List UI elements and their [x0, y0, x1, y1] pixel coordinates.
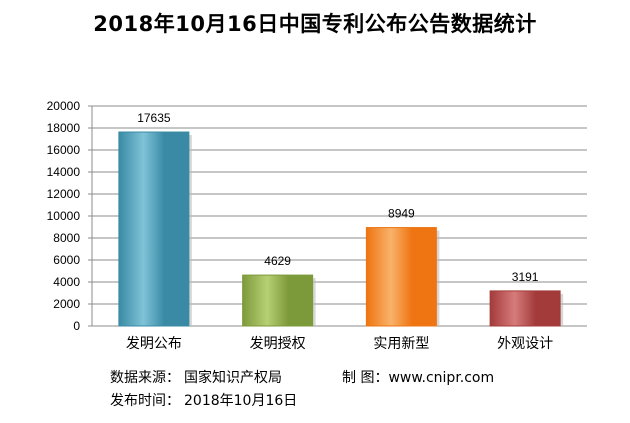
y-tick-label: 6000: [53, 253, 80, 267]
y-tick-label: 12000: [47, 187, 81, 201]
bar-layer: [118, 131, 564, 327]
date-label: 发布时间：: [110, 393, 180, 409]
x-tick-label: 发明公布: [126, 336, 182, 352]
data-label: 3191: [512, 270, 539, 284]
y-tick-label: 10000: [47, 209, 81, 223]
credit-value: www.cnipr.com: [388, 370, 495, 386]
source-value: 国家知识产权局: [184, 370, 282, 386]
bar: [118, 131, 190, 327]
y-tick-label: 4000: [53, 275, 80, 289]
x-tick-label: 发明授权: [250, 336, 306, 352]
y-tick-label: 2000: [53, 297, 80, 311]
x-tick-label: 实用新型: [373, 336, 429, 352]
y-tick-label: 14000: [47, 165, 81, 179]
bar: [365, 227, 437, 327]
date-value: 2018年10月16日: [184, 393, 298, 409]
y-tick-label: 20000: [47, 99, 81, 113]
credit-line: 制 图：www.cnipr.com: [342, 367, 494, 387]
label-layer: 17635 发明公布 4629 发明授权 8949 实用新型 3191 外观设计: [126, 111, 553, 352]
source-label: 数据来源：: [110, 370, 180, 386]
data-label: 8949: [388, 207, 415, 221]
date-line: 发布时间： 2018年10月16日: [110, 390, 297, 410]
source-line: 数据来源： 国家知识产权局: [110, 367, 282, 387]
chart-title: 2018年10月16日中国专利公布公告数据统计: [93, 12, 537, 36]
y-tick-label: 18000: [47, 121, 81, 135]
data-label: 17635: [137, 111, 171, 125]
credit-label: 制 图：: [342, 370, 389, 386]
axis-layer: 0 2000 4000 6000 8000 10000 12000 14000 16000 180…: [47, 99, 587, 333]
bar: [242, 274, 314, 327]
y-tick-label: 16000: [47, 143, 81, 157]
data-label: 4629: [264, 254, 291, 268]
bar: [489, 290, 561, 327]
y-tick-label: 0: [73, 319, 80, 333]
x-tick-label: 外观设计: [497, 336, 553, 352]
y-tick-label: 8000: [53, 231, 80, 245]
